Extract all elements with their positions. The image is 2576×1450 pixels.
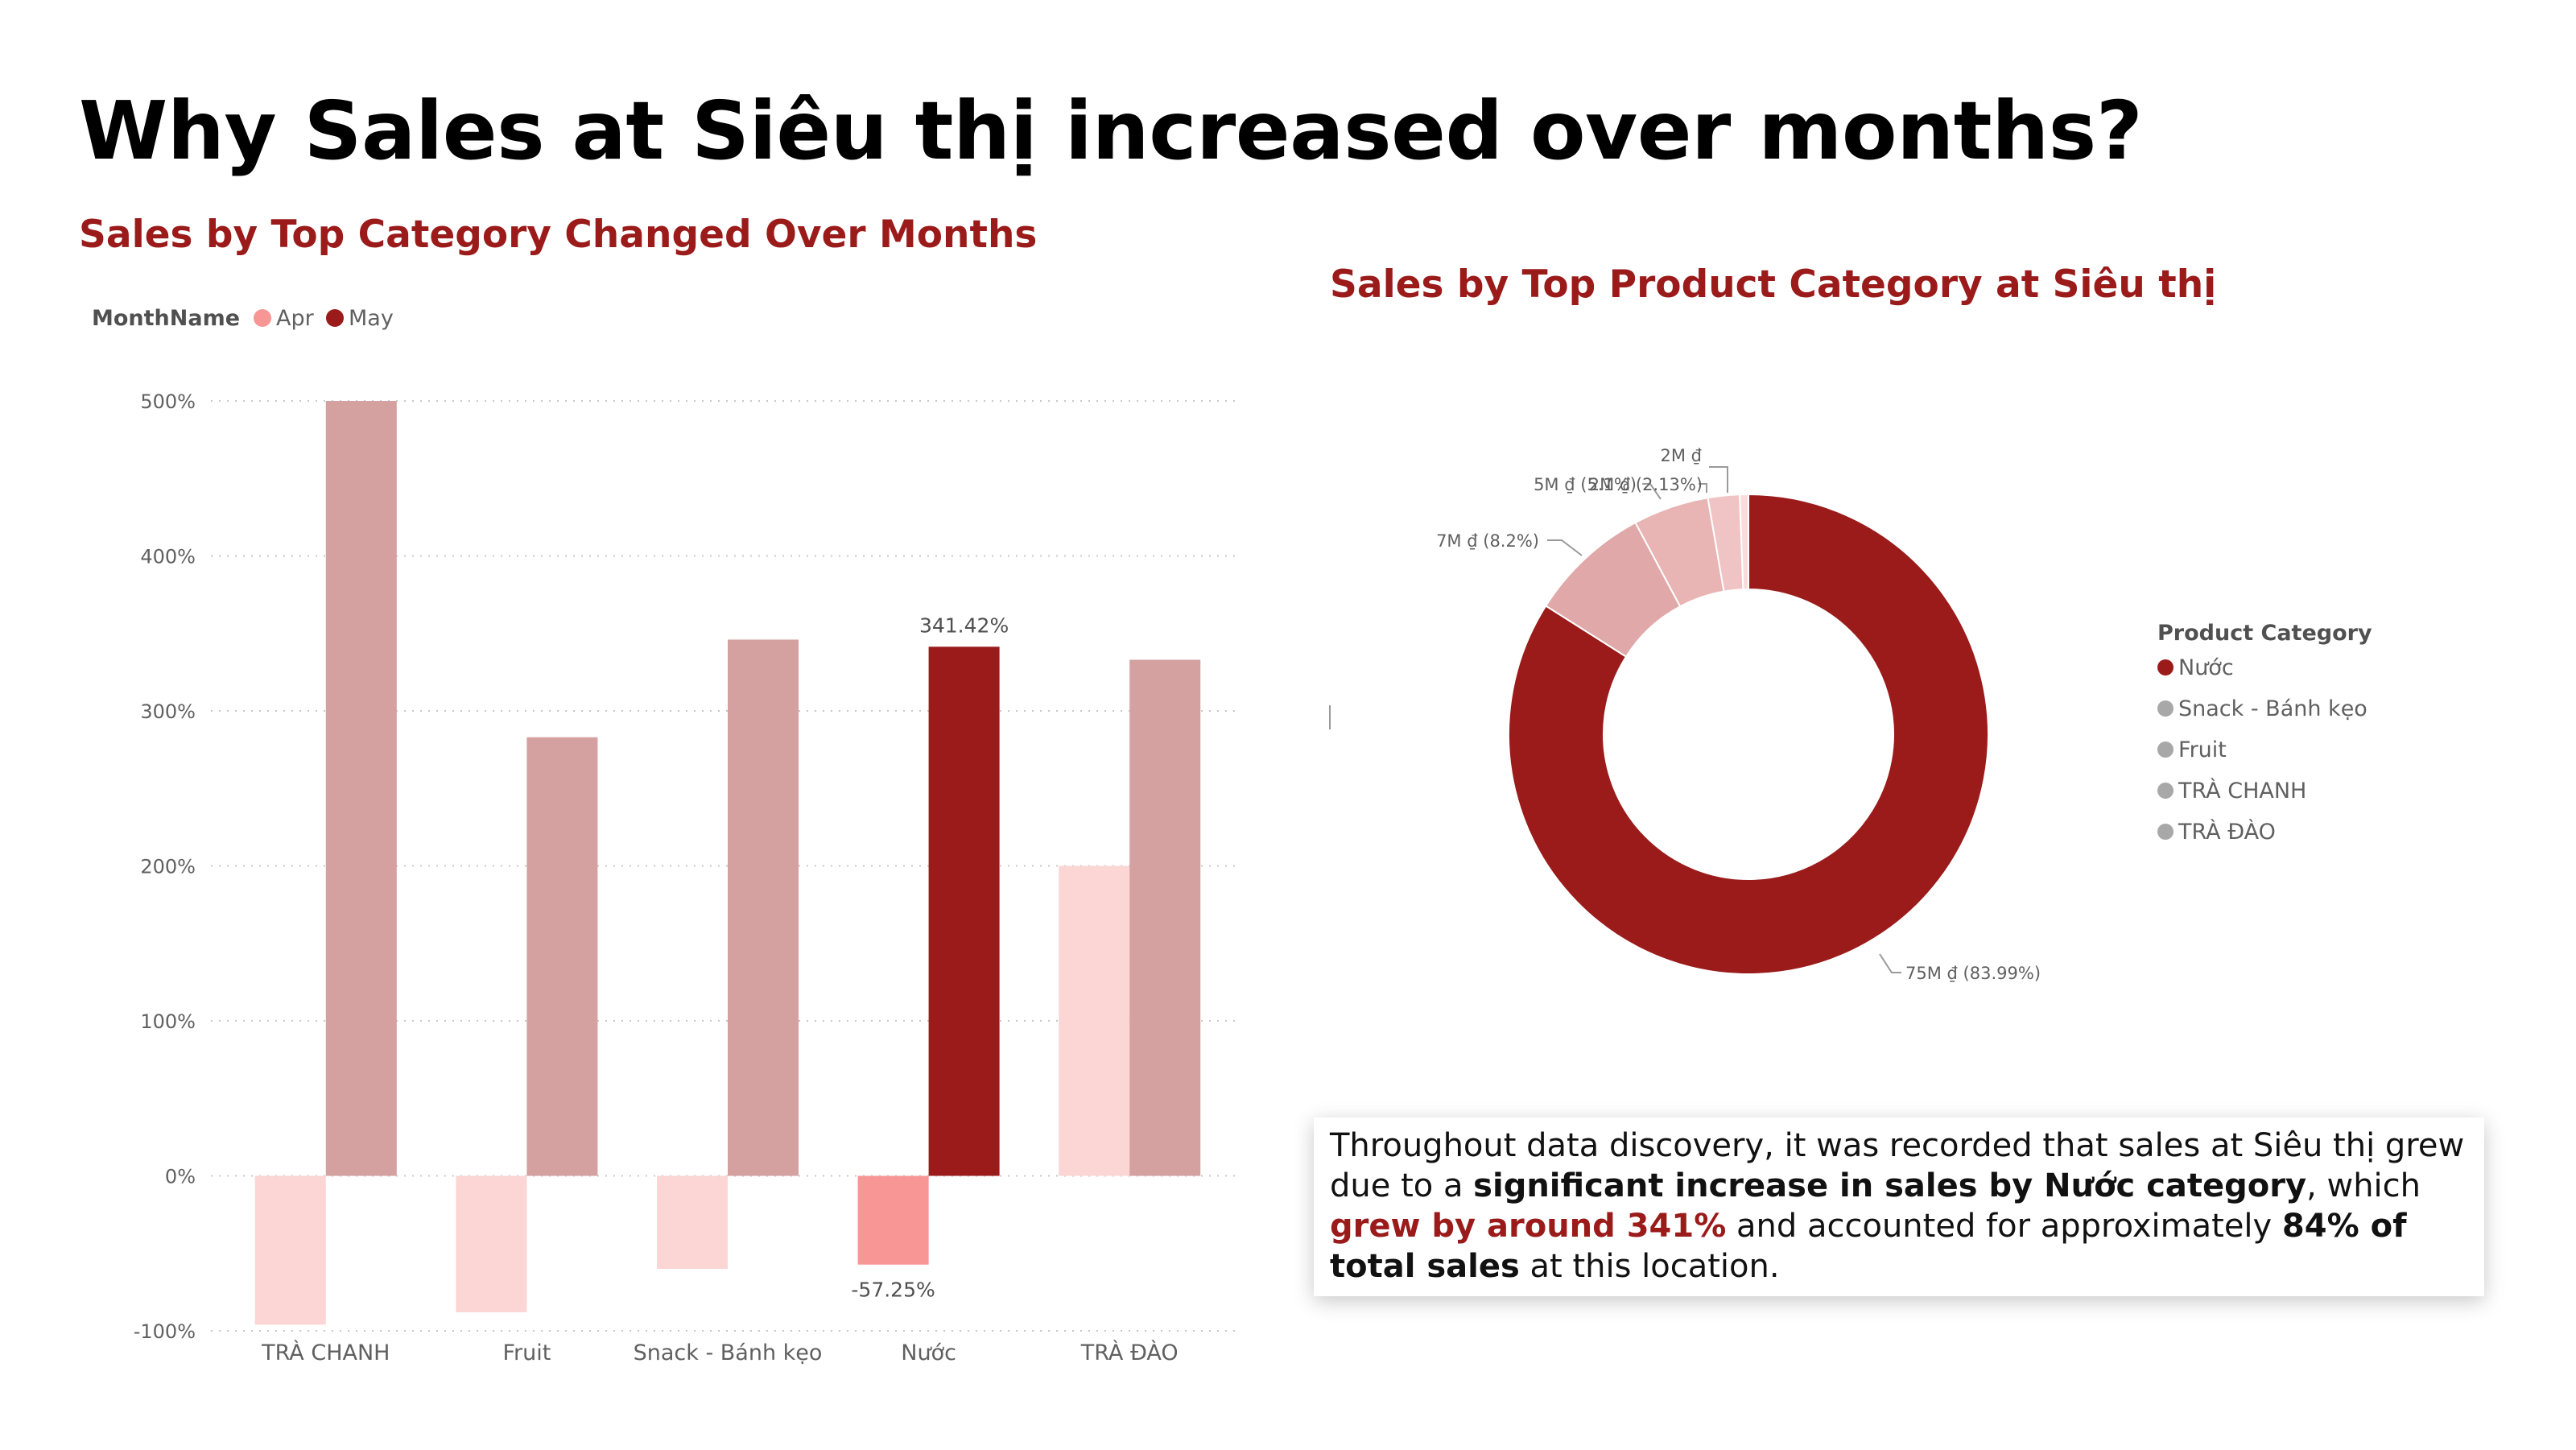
data-label: -57.25%	[851, 1279, 935, 1302]
x-category-label: Fruit	[502, 1341, 551, 1365]
bar-apr	[1059, 865, 1130, 1176]
leader-line	[1879, 953, 1901, 973]
legend-label-apr: Apr	[276, 306, 315, 331]
x-category-label: Nước	[901, 1341, 956, 1365]
bar-may	[526, 737, 598, 1176]
legend-marker	[2157, 742, 2174, 758]
slice-label: 5M ₫ (5.1%)	[1534, 475, 1637, 494]
legend-marker	[2157, 700, 2174, 717]
y-tick-label: 100%	[140, 1010, 196, 1033]
leader-line	[1699, 483, 1707, 493]
donut-slice	[1508, 493, 1989, 975]
data-label: 341.42%	[919, 613, 1009, 637]
legend-marker-may	[326, 309, 344, 327]
bar-apr	[857, 1175, 929, 1265]
donut-slice	[1739, 493, 1749, 591]
insight-emphasis-1: significant increase in sales by Nước ca…	[1473, 1167, 2307, 1204]
legend-label: TRÀ ĐÀO	[2178, 819, 2276, 845]
bar-may	[325, 401, 397, 1176]
y-tick-label: 300%	[140, 700, 196, 723]
slice-label-top: 2M ₫	[1660, 446, 1702, 465]
legend-label: Fruit	[2178, 737, 2227, 762]
bar-apr	[657, 1175, 728, 1269]
leader-line	[1642, 483, 1662, 500]
bar-may	[728, 639, 799, 1176]
x-category-label: TRÀ CHANH	[261, 1340, 390, 1365]
x-category-label: Snack - Bánh kẹo	[634, 1341, 823, 1365]
slice-label: 75M ₫ (83.99%)	[1905, 964, 2041, 983]
insight-text-4: at this location.	[1519, 1248, 1780, 1285]
y-tick-label: 200%	[140, 856, 196, 878]
donut-chart-title: Sales by Top Product Category at Siêu th…	[1330, 262, 2217, 307]
legend-label: TRÀ CHANH	[2178, 778, 2306, 803]
donut-legend-title: Product Category	[2157, 621, 2372, 646]
legend-title: MonthName	[92, 306, 240, 331]
y-tick-label: 500%	[140, 390, 196, 413]
legend-marker	[2157, 659, 2174, 675]
legend-marker	[2157, 824, 2174, 840]
y-tick-label: -100%	[134, 1320, 196, 1343]
bar-may	[928, 647, 1000, 1176]
leader-line	[1547, 539, 1583, 556]
bar-chart: MonthName Apr May -100% 0% 100% 200% 300% 400% 50…	[92, 306, 1240, 1365]
slice-label: 7M ₫ (8.2%)	[1436, 531, 1539, 551]
x-category-label: TRÀ ĐÀO	[1080, 1340, 1179, 1365]
y-tick-label: 400%	[140, 546, 196, 568]
insight-text-3: and accounted for approximately	[1726, 1208, 2282, 1245]
text-cursor-marker	[1329, 705, 1331, 729]
bar-apr	[456, 1175, 527, 1312]
slice-label: 2M ₫ (2.13%)	[1589, 475, 1703, 494]
y-tick-label: 0%	[165, 1166, 196, 1188]
bar-apr	[254, 1175, 326, 1325]
legend-label-may: May	[349, 306, 394, 331]
legend-label: Nước	[2178, 655, 2234, 680]
leader-line	[1709, 466, 1728, 493]
page-title: Why Sales at Siêu thị increased over mon…	[79, 84, 2143, 178]
insight-emphasis-3: 84% of total sales	[1330, 1208, 2407, 1285]
legend-marker	[2157, 783, 2174, 799]
insight-emphasis-2: grew by around 341%	[1330, 1208, 1727, 1245]
insight-box: Throughout data discovery, it was record…	[1314, 1117, 2484, 1296]
bar-may	[1129, 659, 1201, 1176]
insight-text-1: Throughout data discovery, it was record…	[1330, 1127, 2465, 1204]
legend-marker-apr	[254, 309, 271, 327]
legend-label: Snack - Bánh kẹo	[2178, 696, 2368, 721]
insight-text-2: , which	[2306, 1167, 2421, 1204]
bar-chart-title: Sales by Top Category Changed Over Month…	[79, 213, 1038, 257]
